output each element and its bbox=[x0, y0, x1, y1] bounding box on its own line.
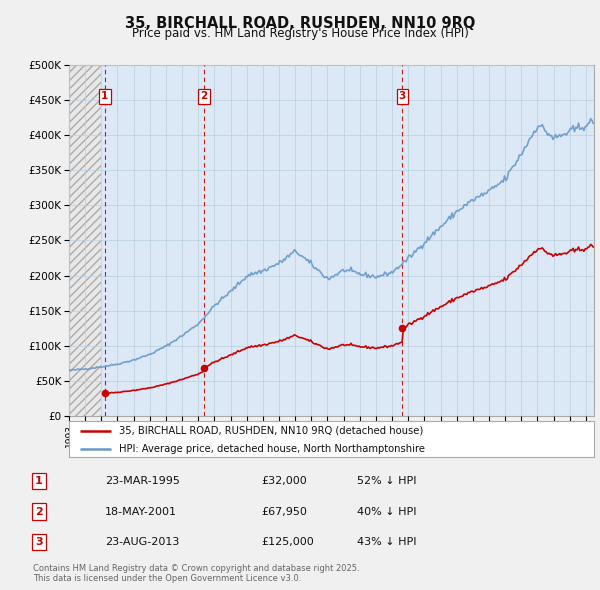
Text: 1: 1 bbox=[101, 91, 109, 101]
Text: £32,000: £32,000 bbox=[261, 476, 307, 486]
Text: £67,950: £67,950 bbox=[261, 507, 307, 516]
Point bbox=[398, 323, 407, 333]
Text: Contains HM Land Registry data © Crown copyright and database right 2025.
This d: Contains HM Land Registry data © Crown c… bbox=[33, 563, 359, 583]
Text: 35, BIRCHALL ROAD, RUSHDEN, NN10 9RQ: 35, BIRCHALL ROAD, RUSHDEN, NN10 9RQ bbox=[125, 16, 475, 31]
Bar bbox=[69, 65, 101, 416]
Text: 52% ↓ HPI: 52% ↓ HPI bbox=[357, 476, 416, 486]
Text: 3: 3 bbox=[35, 537, 43, 547]
Text: £125,000: £125,000 bbox=[261, 537, 314, 547]
Point bbox=[100, 389, 110, 398]
Text: Price paid vs. HM Land Registry's House Price Index (HPI): Price paid vs. HM Land Registry's House … bbox=[131, 27, 469, 40]
Text: HPI: Average price, detached house, North Northamptonshire: HPI: Average price, detached house, Nort… bbox=[119, 444, 425, 454]
Text: 1: 1 bbox=[35, 476, 43, 486]
Text: 43% ↓ HPI: 43% ↓ HPI bbox=[357, 537, 416, 547]
Text: 23-AUG-2013: 23-AUG-2013 bbox=[105, 537, 179, 547]
Text: 2: 2 bbox=[200, 91, 208, 101]
Text: 35, BIRCHALL ROAD, RUSHDEN, NN10 9RQ (detached house): 35, BIRCHALL ROAD, RUSHDEN, NN10 9RQ (de… bbox=[119, 426, 423, 436]
Text: 23-MAR-1995: 23-MAR-1995 bbox=[105, 476, 180, 486]
Text: 3: 3 bbox=[399, 91, 406, 101]
Point bbox=[199, 363, 209, 373]
Text: 2: 2 bbox=[35, 507, 43, 516]
Text: 40% ↓ HPI: 40% ↓ HPI bbox=[357, 507, 416, 516]
Text: 18-MAY-2001: 18-MAY-2001 bbox=[105, 507, 177, 516]
